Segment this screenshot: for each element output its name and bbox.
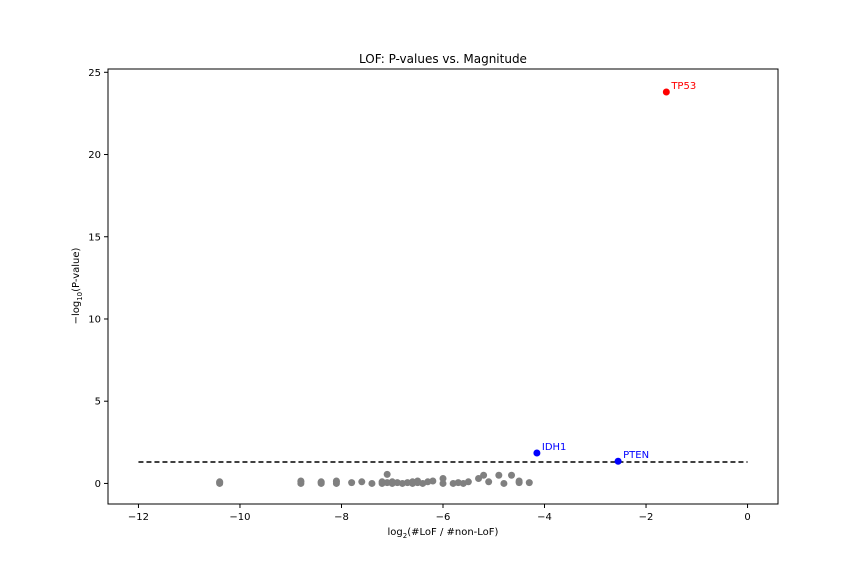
highlighted-point-idh1: [533, 449, 541, 457]
x-tick-label: −2: [639, 512, 654, 523]
y-axis: 0 5 10 15 20 25: [88, 68, 108, 490]
plot-frame: [107, 68, 779, 505]
data-point: [368, 479, 376, 487]
data-point: [480, 471, 488, 479]
y-tick-label: 20: [88, 150, 101, 161]
data-point: [383, 470, 391, 478]
x-axis-label-subscript: 2: [403, 532, 407, 540]
data-marks: TP53 IDH1 PTEN: [138, 81, 748, 487]
data-point: [508, 471, 516, 479]
x-tick-label: −10: [229, 512, 250, 523]
y-axis-label-suffix: (P-value): [71, 248, 82, 292]
x-tick-label: −12: [128, 512, 149, 523]
highlighted-point-tp53: [662, 88, 670, 96]
y-tick-label: 25: [88, 68, 101, 79]
x-tick-label: −4: [537, 512, 552, 523]
point-label-pten: PTEN: [623, 450, 649, 461]
data-point: [475, 475, 483, 483]
point-label-idh1: IDH1: [542, 442, 567, 453]
data-point: [297, 477, 305, 485]
data-point: [439, 479, 447, 487]
y-axis-label: −log10(P-value): [71, 248, 84, 325]
y-tick-label: 10: [88, 314, 101, 325]
x-axis: −12 −10 −8 −6 −4 −2 0: [128, 504, 751, 523]
data-point: [439, 475, 447, 483]
data-point: [317, 478, 325, 486]
data-point: [525, 479, 533, 487]
point-label-tp53: TP53: [670, 81, 696, 92]
x-tick-label: −6: [436, 512, 451, 523]
x-tick-label: −8: [334, 512, 349, 523]
data-point: [429, 477, 437, 485]
data-point: [500, 479, 508, 487]
x-axis-label-suffix: (#LoF / #non-LoF): [407, 527, 498, 538]
data-point: [216, 478, 224, 486]
x-tick-label: 0: [744, 512, 750, 523]
x-axis-label: log2(#LoF / #non-LoF): [388, 527, 499, 540]
y-tick-label: 15: [88, 232, 101, 243]
plot-area: [107, 68, 779, 505]
x-axis-label-prefix: log: [388, 527, 403, 538]
data-point: [515, 477, 523, 485]
highlighted-point-pten: [614, 457, 622, 465]
data-point: [464, 478, 472, 486]
data-point: [348, 479, 356, 487]
data-point: [358, 478, 366, 486]
y-tick-label: 0: [95, 479, 101, 490]
y-axis-label-subscript: 10: [76, 292, 84, 301]
y-axis-label-prefix: −log: [71, 301, 82, 325]
y-tick-label: 5: [95, 397, 101, 408]
data-point: [332, 477, 340, 485]
data-point: [485, 478, 493, 486]
data-point: [495, 471, 503, 479]
chart-title: LOF: P-values vs. Magnitude: [359, 52, 527, 66]
